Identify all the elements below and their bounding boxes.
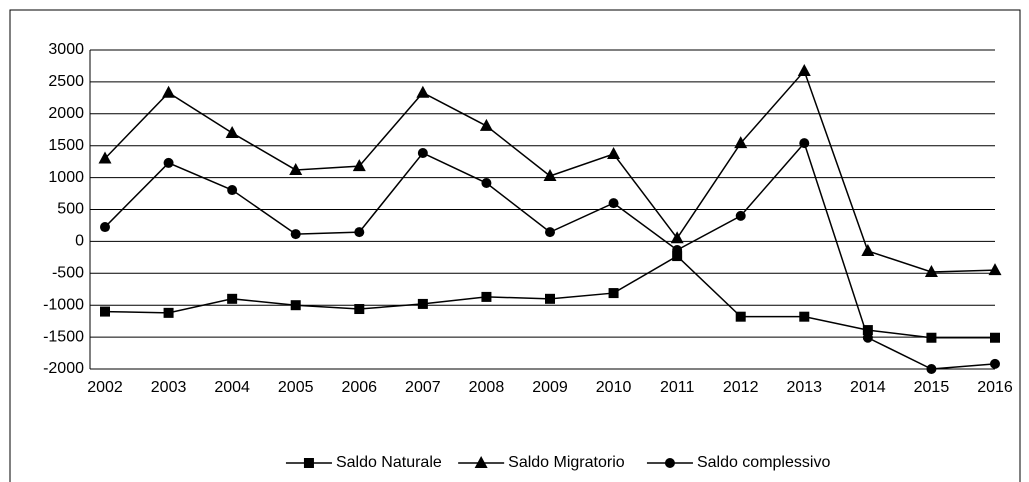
data-point [100, 306, 110, 317]
y-tick-label: 500 [57, 201, 84, 218]
y-tick-label: 1000 [48, 169, 84, 186]
y-tick-label: -1500 [43, 328, 84, 345]
data-point [98, 151, 112, 164]
data-point [481, 291, 492, 302]
data-point [163, 307, 174, 318]
x-tick-label: 2011 [660, 379, 695, 396]
data-point [670, 231, 684, 244]
data-point [607, 146, 621, 159]
x-tick-label: 2008 [469, 379, 505, 396]
y-tick-label: 0 [75, 233, 84, 250]
legend-label: Saldo Migratorio [508, 454, 625, 471]
legend-marker [664, 458, 675, 468]
x-tick-label: 2002 [87, 379, 123, 396]
data-point [797, 64, 811, 77]
data-point [735, 311, 746, 322]
data-point [862, 325, 873, 336]
y-tick-label: -2000 [43, 360, 84, 377]
data-point [988, 263, 1002, 276]
data-point [990, 358, 1000, 369]
data-point [354, 227, 365, 238]
chart-frame [9, 9, 1021, 482]
x-tick-label: 2012 [723, 379, 759, 396]
y-tick-label: 2500 [48, 73, 84, 90]
data-point [926, 364, 937, 374]
legend-label: Saldo Naturale [336, 454, 442, 471]
data-point [481, 178, 492, 189]
x-tick-label: 2009 [532, 379, 568, 396]
data-point [227, 293, 238, 304]
y-tick-label: -500 [52, 265, 84, 282]
data-point [163, 157, 174, 168]
x-tick-label: 2006 [341, 379, 377, 396]
data-point [861, 243, 875, 256]
data-point [990, 332, 1000, 343]
data-point [354, 304, 365, 315]
y-tick-label: 2000 [48, 105, 84, 122]
data-point [734, 136, 748, 149]
x-tick-label: 2015 [914, 379, 950, 396]
data-point [225, 125, 239, 138]
data-point [417, 298, 428, 309]
y-tick-label: 1500 [48, 137, 84, 154]
x-tick-label: 2014 [850, 379, 886, 396]
x-tick-label: 2004 [214, 379, 250, 396]
x-tick-label: 2005 [278, 379, 314, 396]
data-point [416, 85, 430, 98]
legend-marker [303, 458, 314, 468]
legend-label: Saldo complessivo [697, 454, 831, 471]
data-point [479, 118, 493, 131]
data-point [926, 332, 937, 343]
data-point [608, 288, 619, 299]
data-point [543, 169, 557, 182]
data-point [608, 198, 619, 209]
data-point [290, 300, 301, 311]
data-point [545, 227, 555, 238]
y-tick-label: 3000 [48, 41, 84, 58]
data-point [924, 265, 938, 278]
x-tick-label: 2007 [405, 379, 441, 396]
x-tick-label: 2010 [596, 379, 632, 396]
y-tick-label: -1000 [43, 296, 84, 313]
x-tick-label: 2016 [977, 379, 1013, 396]
data-point [100, 222, 110, 233]
data-point [799, 138, 810, 149]
data-point [227, 185, 238, 196]
data-point [672, 251, 683, 262]
data-point [672, 245, 683, 256]
data-point [799, 311, 810, 322]
data-point [162, 85, 176, 98]
data-point [545, 293, 555, 304]
legend-marker [474, 456, 488, 468]
data-point [417, 148, 428, 159]
data-point [289, 162, 303, 175]
x-tick-label: 2003 [151, 379, 187, 396]
data-point [862, 332, 873, 343]
data-point [352, 159, 366, 172]
data-point [735, 210, 746, 221]
data-point [290, 229, 301, 240]
x-tick-label: 2013 [786, 379, 822, 396]
